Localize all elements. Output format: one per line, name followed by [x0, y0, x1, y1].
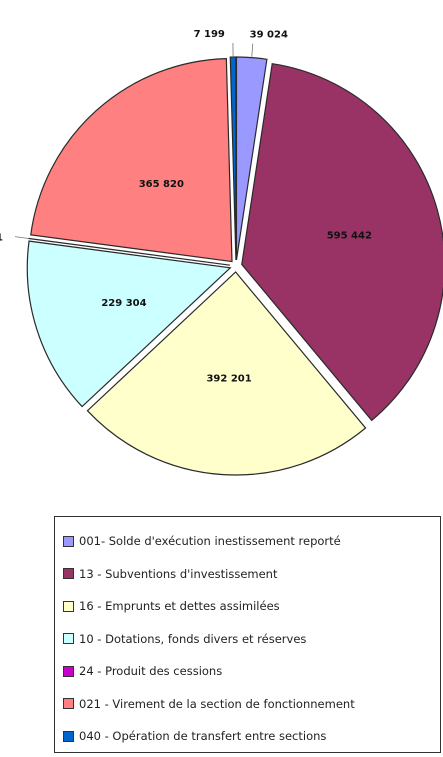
- legend-swatch: [63, 600, 74, 612]
- legend-label: 040 - Opération de transfert entre secti…: [79, 729, 327, 744]
- legend-swatch: [63, 535, 74, 547]
- legend-label: 021 - Virement de la section de fonction…: [79, 696, 355, 711]
- legend-swatch: [63, 698, 74, 710]
- pie-slice: [241, 62, 443, 422]
- legend-label: 001- Solde d'exécution inestissement rep…: [79, 534, 341, 549]
- legend-swatch: [63, 665, 74, 677]
- data-label: 7 199: [194, 29, 225, 40]
- data-label: 365 820: [139, 179, 184, 190]
- leader-line: [14, 236, 29, 239]
- data-label: 1: [0, 233, 3, 244]
- data-label: 392 201: [206, 373, 251, 384]
- pie-slice: [30, 58, 233, 263]
- leader-line: [251, 43, 254, 58]
- legend-item: 13 - Subventions d'investissement: [63, 558, 440, 591]
- data-label: 595 442: [327, 230, 372, 241]
- data-label: 229 304: [101, 298, 146, 309]
- pie-slice: [229, 56, 237, 261]
- chart-legend: 001- Solde d'exécution inestissement rep…: [54, 516, 441, 753]
- legend-label: 10 - Dotations, fonds divers et réserves: [79, 631, 307, 646]
- legend-item: 040 - Opération de transfert entre secti…: [63, 720, 440, 753]
- pie-slices: [26, 56, 443, 476]
- pie-slice: [86, 271, 367, 476]
- legend-item: 001- Solde d'exécution inestissement rep…: [63, 525, 440, 558]
- pie-chart: 39 024 595 442 392 201 229 304 1 365 820 7 199: [0, 29, 443, 476]
- legend-item: 16 - Emprunts et dettes assimilées: [63, 590, 440, 623]
- legend-label: 16 - Emprunts et dettes assimilées: [79, 599, 280, 614]
- legend-label: 24 - Produit des cessions: [79, 664, 223, 679]
- legend-swatch: [63, 568, 74, 580]
- legend-item: 10 - Dotations, fonds divers et réserves: [63, 623, 440, 656]
- legend-swatch: [63, 633, 74, 645]
- legend-swatch: [63, 730, 74, 742]
- leader-lines: [14, 43, 254, 239]
- legend-item: 021 - Virement de la section de fonction…: [63, 688, 440, 721]
- legend-item: 24 - Produit des cessions: [63, 655, 440, 688]
- pie-slice: [26, 240, 232, 408]
- data-label: 39 024: [250, 30, 288, 41]
- data-labels: 39 024 595 442 392 201 229 304 1 365 820 7 199: [0, 29, 372, 384]
- legend-label: 13 - Subventions d'investissement: [79, 566, 278, 581]
